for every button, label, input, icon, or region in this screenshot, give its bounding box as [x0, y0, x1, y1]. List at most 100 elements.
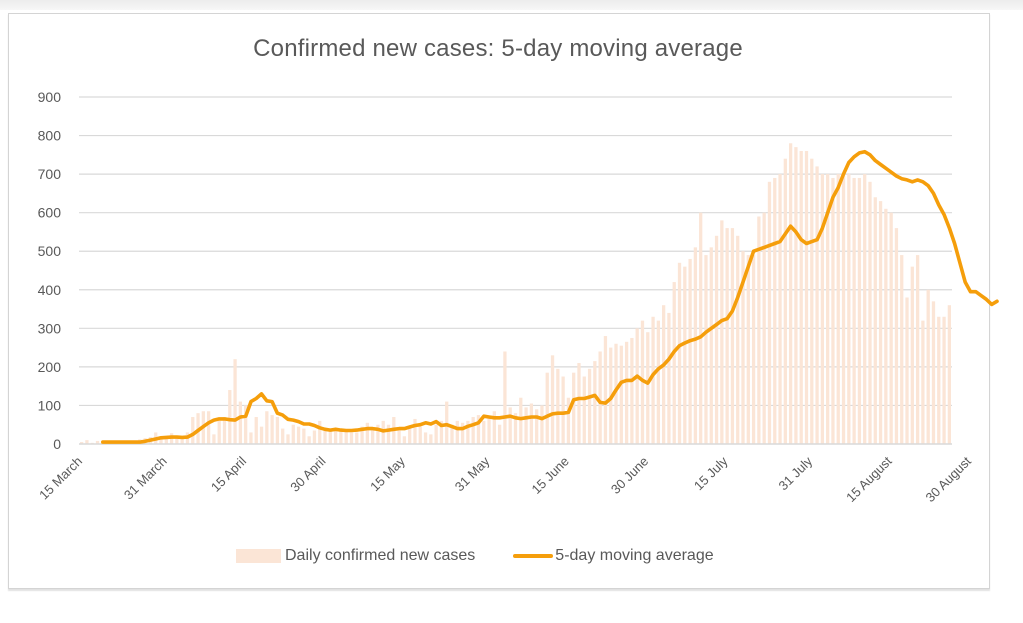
bar-daily-cases	[281, 428, 285, 444]
bar-daily-cases	[206, 411, 211, 444]
legend: Daily confirmed new cases 5-day moving a…	[236, 545, 752, 567]
bar-daily-cases	[296, 426, 301, 444]
bar-daily-cases	[873, 197, 877, 444]
bar-daily-cases	[466, 420, 470, 444]
bar-daily-cases	[408, 426, 412, 444]
bar-daily-cases	[487, 417, 491, 444]
y-tick-label: 500	[38, 243, 62, 259]
x-tick-label: 15 July	[691, 453, 731, 493]
bar-daily-cases	[80, 442, 84, 444]
bar-daily-cases	[688, 258, 692, 444]
bar-daily-cases	[540, 405, 544, 444]
bar-daily-cases	[413, 418, 417, 444]
bar-daily-cases	[429, 434, 433, 444]
bar-daily-cases	[794, 147, 798, 444]
bar-daily-cases	[302, 428, 306, 444]
bar-daily-cases	[836, 174, 840, 444]
bar-daily-cases	[318, 420, 322, 444]
bar-daily-cases	[677, 262, 682, 444]
bar-daily-cases	[434, 424, 438, 444]
x-axis-ticks: 15 March 31 March 15 April 30 April 15 May 31…	[36, 453, 974, 505]
y-tick-label: 200	[38, 359, 62, 375]
bar-daily-cases	[730, 228, 735, 444]
bar-daily-cases	[397, 430, 401, 444]
bar-daily-cases	[773, 177, 777, 444]
line-moving-average	[101, 149, 999, 444]
bar-daily-cases	[471, 417, 475, 444]
y-axis-ticks: 0 100 200 300 400 500 600 700 800 900	[38, 89, 62, 452]
bar-daily-cases	[847, 174, 851, 444]
legend-item-daily-cases: Daily confirmed new cases	[236, 547, 475, 565]
bar-daily-cases	[222, 417, 227, 444]
bar-daily-cases	[503, 351, 507, 444]
bar-daily-cases	[947, 305, 951, 444]
bar-daily-cases	[95, 440, 100, 444]
bar-daily-cases	[868, 181, 872, 445]
bar-daily-cases	[307, 436, 311, 444]
bar-daily-cases	[418, 426, 422, 444]
bar-daily-cases	[582, 376, 586, 444]
bar-daily-cases	[810, 158, 814, 444]
y-tick-label: 300	[38, 320, 62, 336]
bar-daily-cases	[402, 436, 407, 444]
bar-daily-cases	[857, 177, 862, 444]
bar-daily-cases	[529, 403, 534, 444]
bar-daily-cases	[725, 228, 729, 444]
bar-daily-cases	[931, 301, 936, 444]
bar-daily-cases	[275, 417, 280, 444]
window-top-bar	[0, 0, 1023, 10]
bar-daily-cases	[238, 401, 243, 444]
bar-daily-cases	[598, 351, 602, 444]
bar-daily-cases	[265, 411, 269, 444]
line-series-moving-average	[101, 149, 999, 444]
y-tick-label: 0	[53, 436, 61, 452]
bar-daily-cases	[450, 424, 454, 444]
bar-daily-cases	[646, 332, 650, 444]
x-tick-label: 15 May	[367, 453, 408, 494]
bar-daily-cases	[667, 312, 671, 444]
bar-daily-cases	[815, 166, 819, 444]
bar-daily-cases	[233, 359, 237, 444]
bar-daily-cases	[603, 336, 608, 444]
bar-daily-cases	[709, 247, 713, 444]
bar-daily-cases	[699, 212, 703, 444]
bar-daily-cases	[482, 420, 486, 444]
bar-daily-cases	[249, 432, 253, 444]
bar-daily-cases	[741, 251, 745, 444]
bar-daily-cases	[545, 372, 549, 444]
bar-daily-cases	[164, 438, 168, 444]
bar-daily-cases	[85, 440, 89, 444]
bar-daily-cases	[259, 426, 264, 444]
bar-daily-cases	[672, 282, 676, 444]
x-tick-label: 31 May	[452, 453, 493, 494]
bar-daily-cases	[175, 436, 179, 444]
bar-daily-cases	[746, 255, 750, 444]
bar-daily-cases	[593, 361, 597, 444]
bar-daily-cases	[344, 430, 348, 444]
bar-daily-cases	[656, 320, 660, 444]
bar-daily-cases	[762, 212, 766, 444]
bar-daily-cases	[312, 430, 317, 444]
legend-bar-swatch	[236, 549, 281, 563]
x-tick-label: 15 April	[208, 453, 249, 494]
bar-daily-cases	[757, 216, 761, 444]
bar-daily-cases	[884, 208, 888, 444]
bar-daily-cases	[942, 316, 946, 444]
x-tick-label: 31 March	[121, 454, 170, 503]
y-tick-label: 700	[38, 166, 62, 182]
legend-item-moving-average: 5-day moving average	[513, 547, 714, 565]
bar-daily-cases	[497, 424, 502, 444]
bar-daily-cases	[339, 430, 343, 444]
bar-daily-cases	[445, 401, 449, 444]
bar-daily-cases	[820, 174, 825, 444]
bar-daily-cases	[535, 409, 539, 444]
bar-daily-cases	[212, 434, 216, 444]
y-tick-label: 800	[38, 128, 62, 144]
bar-daily-cases	[926, 289, 930, 444]
y-tick-label: 100	[38, 397, 62, 413]
x-tick-label: 15 March	[36, 454, 85, 503]
bar-daily-cases	[492, 411, 496, 444]
bar-daily-cases	[619, 345, 623, 444]
bar-daily-cases	[841, 174, 846, 444]
